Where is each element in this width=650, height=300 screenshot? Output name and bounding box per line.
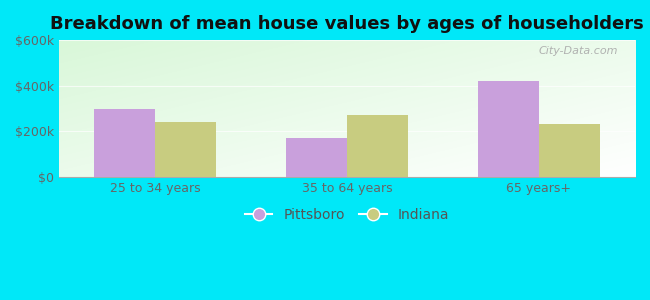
Bar	[478, 81, 539, 177]
Bar	[285, 138, 347, 177]
Text: City-Data.com: City-Data.com	[538, 46, 617, 56]
Bar	[347, 116, 408, 177]
Title: Breakdown of mean house values by ages of householders: Breakdown of mean house values by ages o…	[50, 15, 644, 33]
Bar	[94, 109, 155, 177]
Legend: Pittsboro, Indiana: Pittsboro, Indiana	[239, 202, 455, 227]
Bar	[155, 122, 216, 177]
Bar	[539, 124, 601, 177]
